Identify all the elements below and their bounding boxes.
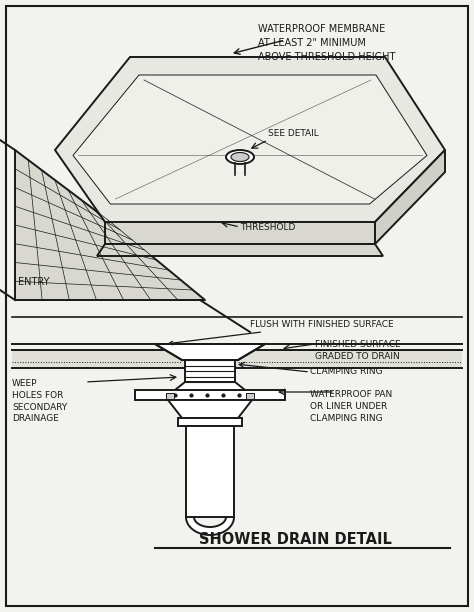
Polygon shape	[15, 150, 205, 300]
Polygon shape	[186, 517, 234, 535]
Ellipse shape	[231, 152, 249, 162]
Bar	[166, 393, 174, 399]
Text: FINISHED SURFACE
GRADED TO DRAIN: FINISHED SURFACE GRADED TO DRAIN	[315, 340, 401, 361]
Text: FLUSH WITH FINISHED SURFACE: FLUSH WITH FINISHED SURFACE	[169, 320, 393, 345]
Bar	[185, 360, 235, 382]
Polygon shape	[105, 222, 375, 244]
Bar	[178, 418, 242, 426]
Bar	[12, 350, 462, 368]
Text: WEEP
HOLES FOR
SECONDARY
DRAINAGE: WEEP HOLES FOR SECONDARY DRAINAGE	[12, 379, 67, 424]
Text: WATERPROOF PAN
OR LINER UNDER
CLAMPING RING: WATERPROOF PAN OR LINER UNDER CLAMPING R…	[310, 390, 392, 423]
Text: CLAMPING RING: CLAMPING RING	[310, 367, 383, 376]
Polygon shape	[155, 344, 265, 360]
Ellipse shape	[226, 150, 254, 164]
Bar	[246, 393, 254, 399]
Polygon shape	[73, 75, 427, 204]
Polygon shape	[175, 382, 245, 390]
Bar	[135, 390, 285, 400]
Text: SHOWER DRAIN DETAIL: SHOWER DRAIN DETAIL	[199, 531, 392, 547]
Polygon shape	[55, 57, 445, 222]
Text: ENTRY: ENTRY	[18, 277, 49, 287]
Polygon shape	[375, 150, 445, 244]
Bar	[186, 426, 234, 517]
Text: WATERPROOF MEMBRANE
AT LEAST 2" MINIMUM
ABOVE THRESHOLD HEIGHT: WATERPROOF MEMBRANE AT LEAST 2" MINIMUM …	[258, 24, 395, 62]
Polygon shape	[168, 400, 252, 418]
Polygon shape	[97, 244, 383, 256]
Text: SEE DETAIL: SEE DETAIL	[268, 129, 319, 138]
Text: THRESHOLD: THRESHOLD	[240, 223, 295, 231]
